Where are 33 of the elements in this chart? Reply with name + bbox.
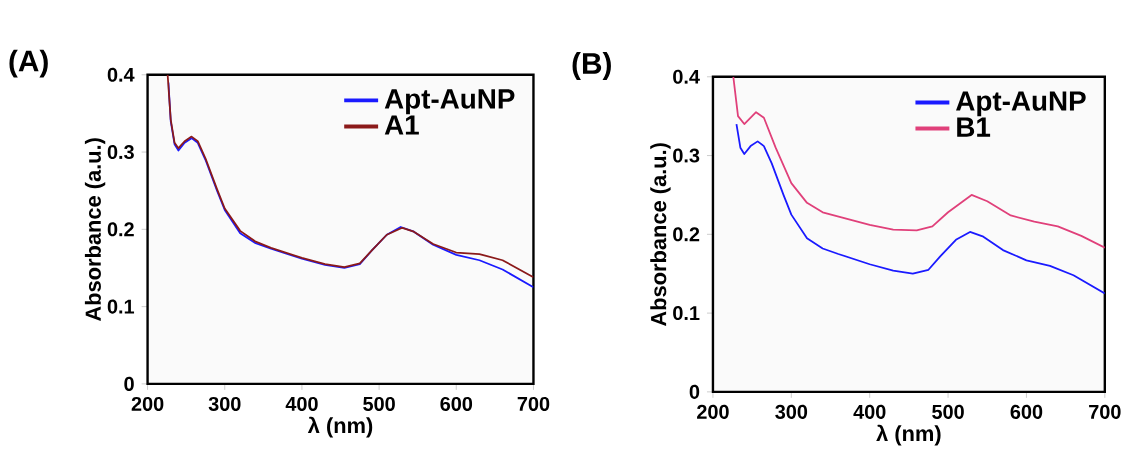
y-tick-label: 0.3 <box>673 148 700 163</box>
x-tick-label: 200 <box>697 405 729 420</box>
x-tick-label: 700 <box>1089 405 1121 420</box>
x-tick-label: 300 <box>775 405 808 420</box>
y-tick-label: 0.4 <box>673 69 700 84</box>
y-axis-title: Absorbance (a.u.) <box>84 138 106 322</box>
chart-title: (B) <box>572 52 611 81</box>
legend-label: B1 <box>957 117 991 137</box>
x-tick-label: 300 <box>208 397 241 412</box>
y-tick-label: 0.4 <box>107 67 135 82</box>
x-tick-label: 200 <box>131 397 164 412</box>
y-axis-title: Absorbance (a.u.) <box>650 143 671 327</box>
x-tick-label: 500 <box>932 405 964 420</box>
x-tick-label: 600 <box>440 397 473 412</box>
x-tick-label: 400 <box>285 397 318 412</box>
y-tick-label: 0.2 <box>673 227 700 242</box>
legend-label: Apt-AuNP <box>384 89 515 115</box>
y-tick-label: 0.1 <box>107 299 135 314</box>
x-tick-label: 700 <box>517 397 550 412</box>
x-tick-label: 400 <box>853 405 886 420</box>
x-axis-title: λ (nm) <box>307 416 373 438</box>
x-tick-label: 500 <box>363 397 395 412</box>
chart-title: (A) <box>9 49 48 78</box>
legend-label: A1 <box>384 115 419 135</box>
line-series <box>732 76 1105 249</box>
y-tick-label: 0 <box>124 377 134 392</box>
y-tick-label: 0.1 <box>673 306 700 321</box>
y-tick-label: 0.2 <box>107 222 134 237</box>
legend-label: Apt-AuNP <box>956 91 1086 117</box>
y-tick-label: 0 <box>689 385 700 400</box>
x-tick-label: 600 <box>1010 405 1043 420</box>
y-tick-label: 0.3 <box>107 145 134 160</box>
x-axis-title: λ (nm) <box>876 424 941 446</box>
